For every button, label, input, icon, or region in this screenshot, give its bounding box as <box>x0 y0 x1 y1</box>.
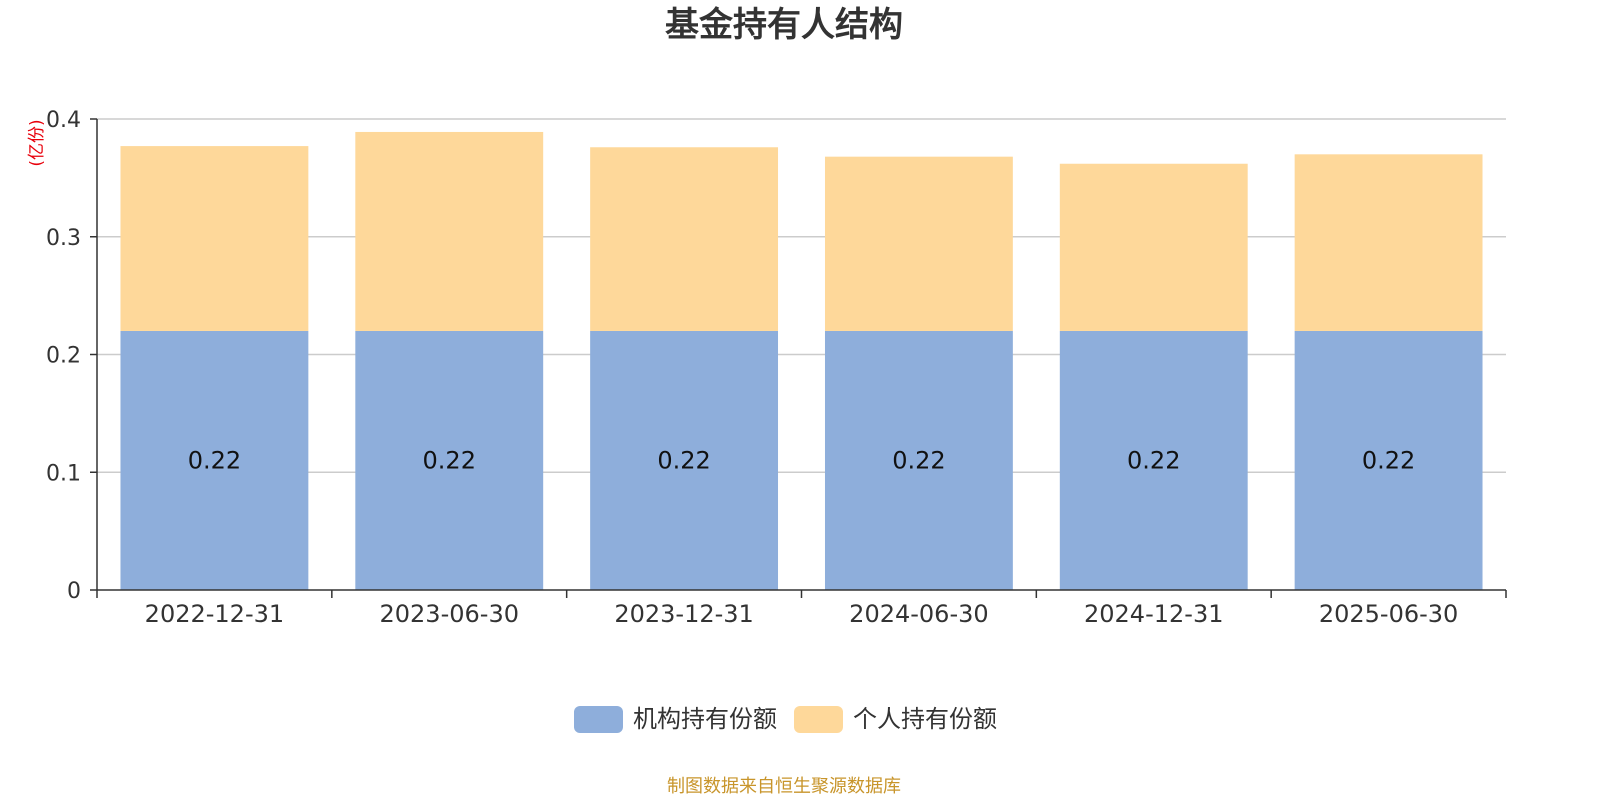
bar-segment-institutional <box>1059 330 1248 590</box>
bar-segment-individual <box>1294 154 1483 331</box>
legend-swatch <box>794 706 843 733</box>
source-note: 制图数据来自恒生聚源数据库 <box>667 776 901 797</box>
bar-segment-institutional <box>824 330 1013 590</box>
bar-segment-individual <box>824 156 1013 331</box>
bar-segment-individual <box>355 131 544 331</box>
bar-segment-individual <box>120 146 309 331</box>
legend: 机构持有份额 个人持有份额 <box>574 705 997 733</box>
bar-value-label: 0.22 <box>892 446 945 474</box>
bars: 0.22 0.22 0.22 0.22 0.22 0.22 <box>120 131 1483 590</box>
bar-segment-institutional <box>1294 330 1483 590</box>
bar-value-label: 0.22 <box>1127 446 1180 474</box>
bar-value-label: 0.22 <box>423 446 476 474</box>
chart-title: 基金持有人结构 <box>665 5 903 45</box>
axes: 0 0.1 0.2 0.3 0.4 2022-12-31 2023-06-30 2023-12… <box>46 108 1507 628</box>
y-tick-label: 0 <box>67 579 81 604</box>
bar-value-label: 0.22 <box>1362 446 1415 474</box>
x-tick-label: 2025-06-30 <box>1319 600 1458 628</box>
x-tick-label: 2024-06-30 <box>849 600 988 628</box>
bar-segment-institutional <box>355 330 544 590</box>
y-tick-label: 0.1 <box>46 461 81 486</box>
legend-swatch <box>574 706 623 733</box>
y-axis-unit-label: (亿份) <box>27 119 47 166</box>
y-tick-label: 0.2 <box>46 344 81 369</box>
bar-segment-individual <box>1059 163 1248 331</box>
bar-value-label: 0.22 <box>657 446 710 474</box>
x-tick-label: 2023-06-30 <box>380 600 519 628</box>
y-tick-label: 0.4 <box>46 108 81 133</box>
bar-segment-institutional <box>120 330 309 590</box>
grid-lines <box>97 118 1506 473</box>
x-tick-label: 2022-12-31 <box>145 600 284 628</box>
bar-value-label: 0.22 <box>188 446 241 474</box>
bar-segment-individual <box>590 147 779 331</box>
x-tick-label: 2023-12-31 <box>614 600 753 628</box>
x-tick-label: 2024-12-31 <box>1084 600 1223 628</box>
y-tick-label: 0.3 <box>46 226 81 251</box>
legend-label: 个人持有份额 <box>853 705 997 733</box>
legend-label: 机构持有份额 <box>633 705 777 733</box>
bar-segment-institutional <box>590 330 779 590</box>
